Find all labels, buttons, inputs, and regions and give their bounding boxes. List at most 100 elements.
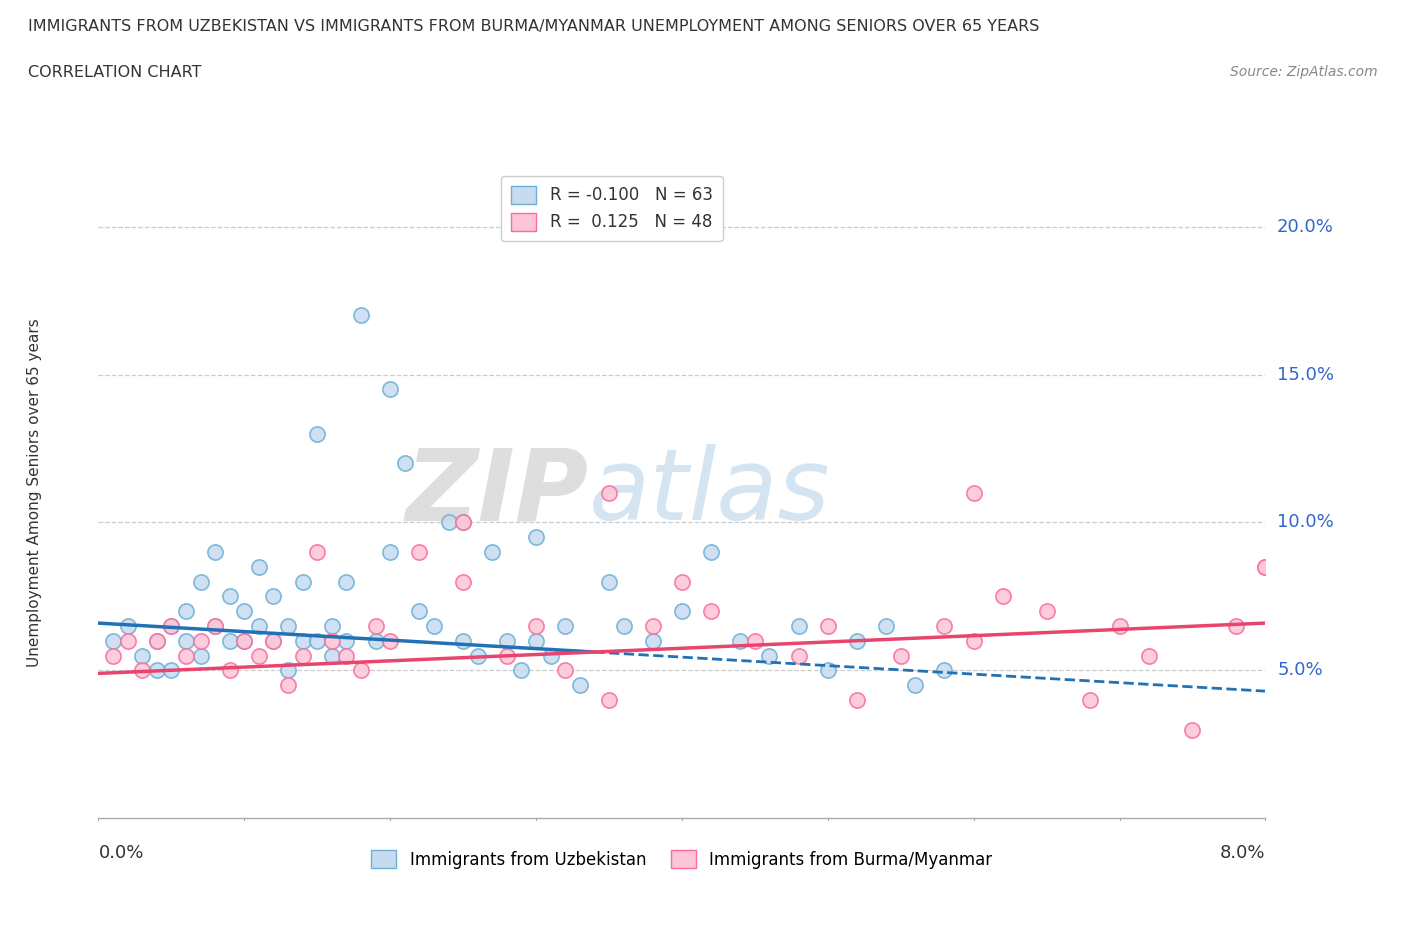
Point (307, 633, 329, 648)
Point (524, 618, 547, 633)
Point (451, 515, 474, 530)
Point (380, 545, 402, 560)
Point (1080, 693, 1102, 708)
Point (131, 663, 153, 678)
Point (437, 515, 460, 530)
Point (962, 633, 984, 648)
Text: IMMIGRANTS FROM UZBEKISTAN VS IMMIGRANTS FROM BURMA/MYANMAR UNEMPLOYMENT AMONG S: IMMIGRANTS FROM UZBEKISTAN VS IMMIGRANTS… (28, 19, 1039, 33)
Point (451, 574, 474, 589)
Point (817, 663, 839, 678)
Point (291, 648, 314, 663)
Point (321, 633, 343, 648)
Point (233, 604, 256, 618)
Point (598, 693, 620, 708)
Point (218, 663, 240, 678)
Point (890, 648, 912, 663)
Point (934, 618, 956, 633)
Legend: Immigrants from Uzbekistan, Immigrants from Burma/Myanmar: Immigrants from Uzbekistan, Immigrants f… (364, 844, 1000, 875)
Point (1181, 723, 1204, 737)
Point (262, 633, 284, 648)
Point (496, 633, 519, 648)
Point (174, 648, 197, 663)
Point (568, 678, 591, 693)
Point (218, 633, 240, 648)
Point (277, 618, 299, 633)
Point (160, 618, 183, 633)
Point (787, 648, 810, 663)
Point (277, 678, 299, 693)
Point (247, 560, 270, 575)
Point (554, 618, 576, 633)
Point (174, 604, 197, 618)
Point (146, 633, 169, 648)
Point (1225, 618, 1247, 633)
Point (700, 604, 723, 618)
Point (744, 633, 766, 648)
Point (540, 648, 562, 663)
Text: 0.0%: 0.0% (98, 844, 143, 862)
Point (204, 618, 226, 633)
Point (277, 663, 299, 678)
Point (1254, 560, 1277, 575)
Point (117, 618, 139, 633)
Point (991, 589, 1014, 604)
Point (247, 618, 270, 633)
Point (598, 574, 620, 589)
Point (612, 618, 634, 633)
Point (291, 574, 314, 589)
Point (758, 648, 780, 663)
Point (204, 545, 226, 560)
Point (1035, 604, 1057, 618)
Point (380, 382, 402, 397)
Text: ZIP: ZIP (405, 445, 589, 541)
Point (146, 633, 169, 648)
Point (875, 618, 897, 633)
Point (174, 633, 197, 648)
Point (117, 633, 139, 648)
Point (350, 308, 373, 323)
Point (408, 604, 430, 618)
Point (335, 574, 357, 589)
Point (451, 633, 474, 648)
Point (190, 648, 212, 663)
Point (291, 633, 314, 648)
Text: 10.0%: 10.0% (1277, 513, 1334, 531)
Point (233, 633, 256, 648)
Point (408, 545, 430, 560)
Point (671, 574, 693, 589)
Point (262, 633, 284, 648)
Point (233, 633, 256, 648)
Point (524, 633, 547, 648)
Point (380, 633, 402, 648)
Point (364, 618, 387, 633)
Point (787, 618, 810, 633)
Point (307, 426, 329, 441)
Point (1254, 560, 1277, 575)
Point (307, 545, 329, 560)
Point (1137, 648, 1160, 663)
Point (364, 633, 387, 648)
Point (845, 633, 868, 648)
Point (554, 663, 576, 678)
Text: atlas: atlas (589, 445, 830, 541)
Text: 8.0%: 8.0% (1220, 844, 1265, 862)
Point (598, 485, 620, 500)
Point (160, 663, 183, 678)
Text: 20.0%: 20.0% (1277, 218, 1334, 235)
Point (101, 648, 124, 663)
Point (394, 456, 416, 471)
Point (817, 618, 839, 633)
Point (934, 663, 956, 678)
Point (321, 618, 343, 633)
Point (218, 589, 240, 604)
Point (160, 618, 183, 633)
Text: 15.0%: 15.0% (1277, 365, 1334, 383)
Point (496, 648, 519, 663)
Point (641, 618, 664, 633)
Point (190, 633, 212, 648)
Point (247, 648, 270, 663)
Point (904, 678, 927, 693)
Point (321, 648, 343, 663)
Point (481, 545, 503, 560)
Point (335, 633, 357, 648)
